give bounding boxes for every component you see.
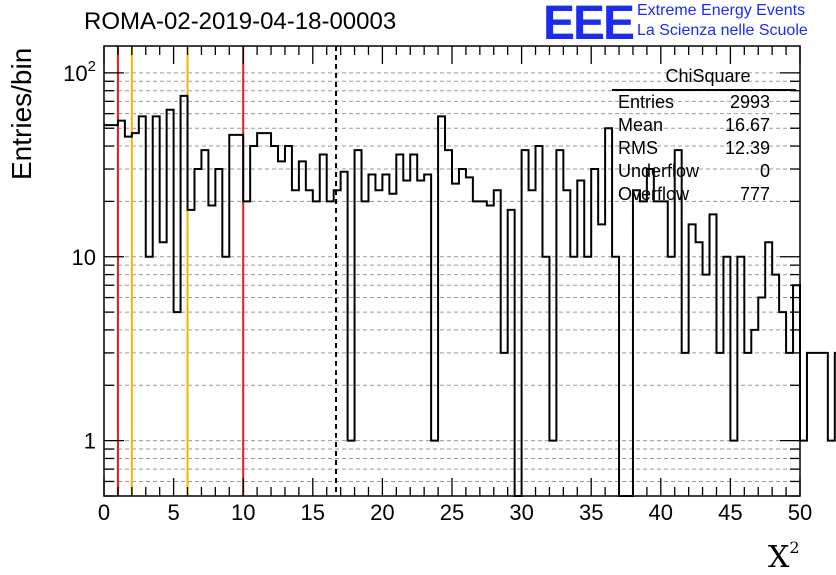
logo-line-1: Extreme Energy Events xyxy=(637,2,806,19)
x-tick-label: 20 xyxy=(370,500,394,525)
stats-label: Underflow xyxy=(618,161,700,181)
y-tick-label-base: 10 xyxy=(63,61,87,86)
plot-title: ROMA-02-2019-04-18-00003 xyxy=(84,8,397,35)
stats-title: ChiSquare xyxy=(665,66,751,86)
x-tick-label: 30 xyxy=(509,500,533,525)
y-tick-label-exp: 2 xyxy=(88,58,96,75)
x-tick-label: 45 xyxy=(718,500,742,525)
y-tick-label: 1 xyxy=(84,429,96,454)
stats-row: Mean 16.67 xyxy=(612,114,804,137)
stats-row: Entries 2993 xyxy=(612,91,804,114)
x-tick-label: 35 xyxy=(579,500,603,525)
logo-line-2: La Scienza nelle Scuole xyxy=(637,22,808,39)
stats-box: ChiSquare Entries 2993 Mean 16.67 RMS 12.39… xyxy=(612,66,804,206)
stats-value: 12.39 xyxy=(724,138,770,158)
y-tick-label: 10 xyxy=(72,245,96,270)
x-tick-label: 10 xyxy=(231,500,255,525)
stats-divider xyxy=(612,89,796,91)
x-tick-label: 25 xyxy=(440,500,464,525)
histogram-series xyxy=(104,94,836,497)
y-tick-label: 102 xyxy=(63,58,96,86)
stats-label: Overflow xyxy=(618,184,690,204)
stats-label: Entries xyxy=(618,92,675,112)
eee-logo-icon: EEE xyxy=(543,0,635,50)
y-tick-label-base: 1 xyxy=(84,429,96,454)
x-axis-label-base: X xyxy=(768,540,790,575)
stats-row: Overflow 777 xyxy=(612,183,804,206)
stats-label: RMS xyxy=(618,138,658,158)
x-tick-label: 15 xyxy=(301,500,325,525)
x-axis-label: X2 xyxy=(768,538,800,575)
y-tick-label-base: 10 xyxy=(72,245,96,270)
y-axis-label: Entries/bin xyxy=(6,47,37,180)
x-axis-label-sup: 2 xyxy=(789,538,800,557)
x-tick-label: 40 xyxy=(649,500,673,525)
stats-value: 777 xyxy=(739,184,770,204)
stats-value: 16.67 xyxy=(724,115,770,135)
stats-value: 2993 xyxy=(729,92,770,112)
stats-row: Underflow 0 xyxy=(612,160,804,183)
stats-row: RMS 12.39 xyxy=(612,137,804,160)
x-tick-label: 50 xyxy=(788,500,812,525)
stats-label: Mean xyxy=(618,115,664,135)
x-tick-label: 0 xyxy=(98,500,110,525)
x-tick-label: 5 xyxy=(167,500,179,525)
stats-value: 0 xyxy=(759,161,770,181)
